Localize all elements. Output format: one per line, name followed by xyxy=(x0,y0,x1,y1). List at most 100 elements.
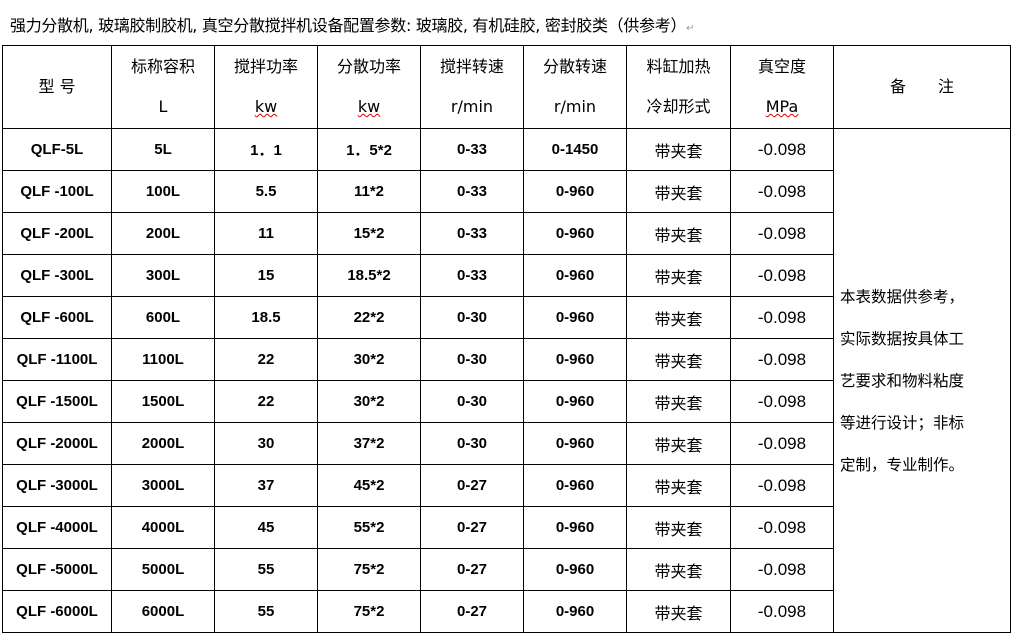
header-stir-power: 搅拌功率 kw xyxy=(214,45,318,129)
cell-disperse-speed: 0-960 xyxy=(523,548,627,591)
header-line1: 搅拌转速 xyxy=(439,57,504,76)
cell-disperse-power: 1．5*2 xyxy=(317,128,421,171)
cell-vacuum: -0.098 xyxy=(730,212,834,255)
header-line2: kw xyxy=(254,97,278,116)
table-row: QLF -300L 300L 15 18.5*2 0-33 0-960 带夹套 -0.098 xyxy=(2,254,1011,297)
cell-heating-cooling: 带夹套 xyxy=(626,128,731,171)
cell-stir-speed: 0-30 xyxy=(420,422,524,465)
cell-capacity: 600L xyxy=(111,296,215,339)
header-capacity: 标称容积 L xyxy=(111,45,215,129)
cell-model: QLF -6000L xyxy=(2,590,112,633)
cell-disperse-power: 37*2 xyxy=(317,422,421,465)
header-model: 型 号 xyxy=(2,45,112,129)
cell-stir-speed: 0-30 xyxy=(420,296,524,339)
cell-heating-cooling: 带夹套 xyxy=(626,548,731,591)
cell-vacuum: -0.098 xyxy=(730,296,834,339)
header-line1: 搅拌功率 xyxy=(233,57,298,76)
cell-model: QLF -600L xyxy=(2,296,112,339)
note-line: 等进行设计；非标 xyxy=(840,413,965,432)
cell-capacity: 3000L xyxy=(111,464,215,507)
cell-stir-power: 55 xyxy=(214,590,318,633)
table-row: QLF -6000L 6000L 55 75*2 0-27 0-960 带夹套 -0.098 xyxy=(2,590,1011,633)
cell-vacuum: -0.098 xyxy=(730,128,834,171)
cell-disperse-power: 22*2 xyxy=(317,296,421,339)
header-remarks: 备 注 xyxy=(833,45,1011,129)
table-row: QLF -2000L 2000L 30 37*2 0-30 0-960 带夹套 -0.098 xyxy=(2,422,1011,465)
table-row: QLF -4000L 4000L 45 55*2 0-27 0-960 带夹套 -0.098 xyxy=(2,506,1011,549)
cell-vacuum: -0.098 xyxy=(730,254,834,297)
cell-heating-cooling: 带夹套 xyxy=(626,338,731,381)
cell-model: QLF -5000L xyxy=(2,548,112,591)
cell-stir-power: 11 xyxy=(214,212,318,255)
cell-stir-power: 1．1 xyxy=(214,128,318,171)
cell-heating-cooling: 带夹套 xyxy=(626,212,731,255)
document-title: 强力分散机, 玻璃胶制胶机, 真空分散搅拌机设备配置参数: 玻璃胶, 有机硅胶,… xyxy=(10,16,695,35)
cell-disperse-speed: 0-960 xyxy=(523,590,627,633)
cell-disperse-speed: 0-960 xyxy=(523,506,627,549)
cell-capacity: 2000L xyxy=(111,422,215,465)
cell-disperse-speed: 0-960 xyxy=(523,422,627,465)
cell-heating-cooling: 带夹套 xyxy=(626,590,731,633)
note-line: 定制，专业制作。 xyxy=(840,455,965,474)
cell-disperse-power: 75*2 xyxy=(317,590,421,633)
cell-disperse-power: 55*2 xyxy=(317,506,421,549)
cell-disperse-speed: 0-960 xyxy=(523,380,627,423)
cell-disperse-speed: 0-960 xyxy=(523,464,627,507)
cell-model: QLF -2000L xyxy=(2,422,112,465)
cell-stir-speed: 0-27 xyxy=(420,548,524,591)
cell-stir-speed: 0-33 xyxy=(420,170,524,213)
cell-capacity: 5000L xyxy=(111,548,215,591)
cell-model: QLF -200L xyxy=(2,212,112,255)
remarks-note: 本表数据供参考， 实际数据按具体工 艺要求和物料粘度 等进行设计；非标 定制，专业制作。 xyxy=(833,128,1011,633)
cell-model: QLF -3000L xyxy=(2,464,112,507)
cell-disperse-speed: 0-960 xyxy=(523,338,627,381)
cell-disperse-speed: 0-960 xyxy=(523,212,627,255)
header-disperse-power: 分散功率 kw xyxy=(317,45,421,129)
cell-vacuum: -0.098 xyxy=(730,338,834,381)
cell-disperse-power: 18.5*2 xyxy=(317,254,421,297)
cell-stir-power: 18.5 xyxy=(214,296,318,339)
table-row: QLF -100L 100L 5.5 11*2 0-33 0-960 带夹套 -0.098 xyxy=(2,170,1011,213)
cell-heating-cooling: 带夹套 xyxy=(626,422,731,465)
cell-stir-power: 5.5 xyxy=(214,170,318,213)
table-row: QLF -3000L 3000L 37 45*2 0-27 0-960 带夹套 -0.098 xyxy=(2,464,1011,507)
cell-stir-power: 45 xyxy=(214,506,318,549)
header-line2: MPa xyxy=(765,97,799,116)
cell-capacity: 5L xyxy=(111,128,215,171)
header-line1: 料缸加热 xyxy=(646,57,711,76)
cell-capacity: 1500L xyxy=(111,380,215,423)
cell-model: QLF -100L xyxy=(2,170,112,213)
cell-capacity: 4000L xyxy=(111,506,215,549)
cell-capacity: 100L xyxy=(111,170,215,213)
header-vacuum: 真空度 MPa xyxy=(730,45,834,129)
cell-disperse-speed: 0-960 xyxy=(523,254,627,297)
header-line2: L xyxy=(158,97,168,116)
cell-disperse-power: 11*2 xyxy=(317,170,421,213)
cell-heating-cooling: 带夹套 xyxy=(626,254,731,297)
cell-stir-power: 15 xyxy=(214,254,318,297)
cell-disperse-power: 30*2 xyxy=(317,380,421,423)
header-disperse-speed: 分散转速 r/min xyxy=(523,45,627,129)
cell-disperse-speed: 0-1450 xyxy=(523,128,627,171)
table-row: QLF -5000L 5000L 55 75*2 0-27 0-960 带夹套 -0.098 xyxy=(2,548,1011,591)
cell-model: QLF -1100L xyxy=(2,338,112,381)
header-heating-cooling: 料缸加热 冷却形式 xyxy=(626,45,731,129)
cell-vacuum: -0.098 xyxy=(730,170,834,213)
cell-heating-cooling: 带夹套 xyxy=(626,296,731,339)
cell-heating-cooling: 带夹套 xyxy=(626,170,731,213)
header-line1: 真空度 xyxy=(757,57,806,76)
header-label: 型 号 xyxy=(38,77,76,96)
cell-disperse-power: 30*2 xyxy=(317,338,421,381)
cell-stir-speed: 0-33 xyxy=(420,128,524,171)
cell-stir-speed: 0-33 xyxy=(420,212,524,255)
cell-stir-speed: 0-27 xyxy=(420,590,524,633)
header-stir-speed: 搅拌转速 r/min xyxy=(420,45,524,129)
cell-stir-speed: 0-27 xyxy=(420,506,524,549)
cell-vacuum: -0.098 xyxy=(730,590,834,633)
header-line2: kw xyxy=(357,97,381,116)
cell-disperse-power: 45*2 xyxy=(317,464,421,507)
table-row: QLF-5L 5L 1．1 1．5*2 0-33 0-1450 带夹套 -0.098 本表数据供… xyxy=(2,128,1011,633)
cell-disperse-speed: 0-960 xyxy=(523,296,627,339)
cell-stir-speed: 0-27 xyxy=(420,464,524,507)
table-row: QLF -1100L 1100L 22 30*2 0-30 0-960 带夹套 -0.098 xyxy=(2,338,1011,381)
